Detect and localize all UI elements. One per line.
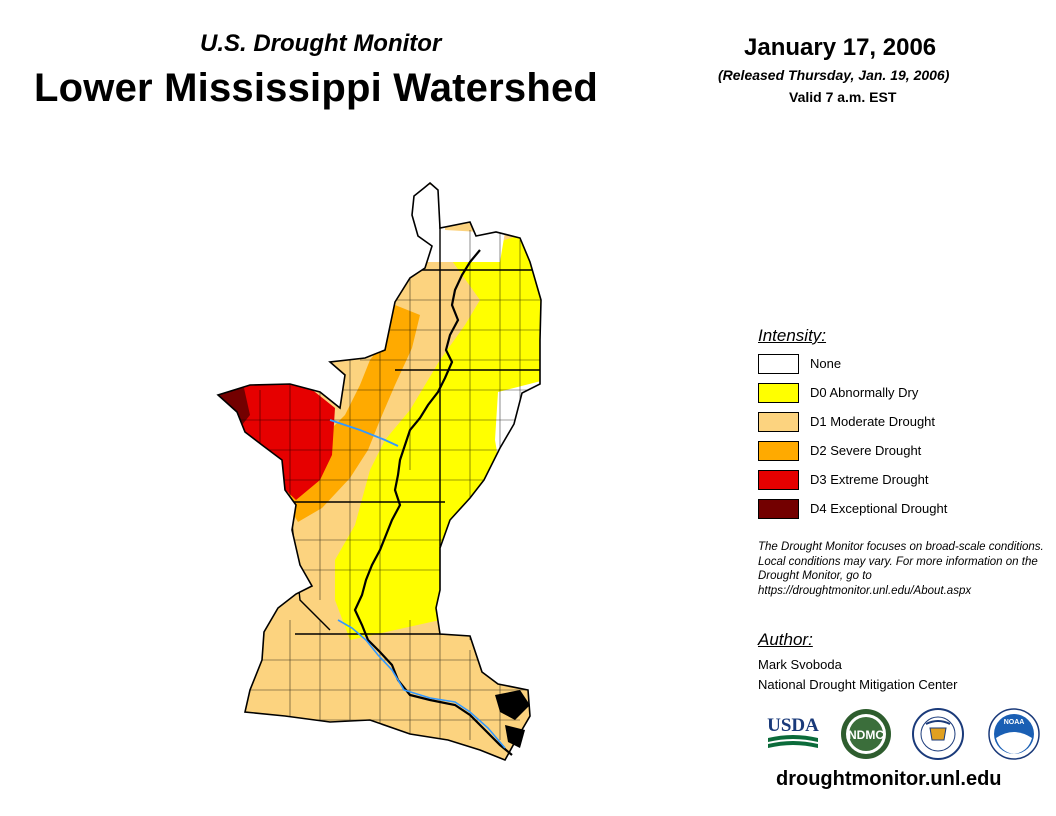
doc-seal-icon bbox=[912, 708, 964, 760]
release-date: (Released Thursday, Jan. 19, 2006) bbox=[718, 67, 950, 83]
drought-areas bbox=[218, 183, 541, 760]
legend-swatch bbox=[758, 470, 799, 490]
legend-label: D0 Abnormally Dry bbox=[810, 385, 919, 400]
red-atchafalaya-river bbox=[337, 619, 506, 749]
legend-swatch bbox=[758, 354, 799, 374]
ndmc-logo-text: NDMC bbox=[848, 728, 884, 742]
delta-islands bbox=[495, 690, 530, 748]
legend-label: D3 Extreme Drought bbox=[810, 472, 929, 487]
map-date: January 17, 2006 bbox=[744, 34, 937, 61]
author-name: Mark Svoboda bbox=[758, 657, 842, 672]
legend-swatch bbox=[758, 412, 799, 432]
author-org: National Drought Mitigation Center bbox=[758, 677, 958, 692]
disclaimer-text: The Drought Monitor focuses on broad-sca… bbox=[758, 541, 1044, 597]
legend-label: D2 Severe Drought bbox=[810, 443, 922, 458]
legend-label: D4 Exceptional Drought bbox=[810, 501, 948, 516]
none-area-north bbox=[410, 185, 505, 262]
watershed-outline bbox=[216, 181, 542, 762]
map-subtitle: U.S. Drought Monitor bbox=[200, 30, 442, 57]
legend-swatch bbox=[758, 441, 799, 461]
mississippi-river bbox=[353, 249, 513, 756]
legend-swatch bbox=[758, 383, 799, 403]
drought-map bbox=[216, 181, 542, 762]
legend-label: None bbox=[810, 356, 842, 371]
legend-title: Intensity: bbox=[758, 326, 827, 345]
author-title: Author: bbox=[758, 630, 813, 649]
website-link[interactable]: droughtmonitor.unl.edu bbox=[776, 768, 1002, 790]
legend-label: D1 Moderate Drought bbox=[810, 414, 936, 429]
ndmc-logo: NDMC bbox=[841, 709, 891, 759]
arkansas-river bbox=[329, 419, 399, 447]
valid-time: Valid 7 a.m. EST bbox=[789, 89, 897, 105]
noaa-logo: NOAA bbox=[988, 708, 1040, 760]
usda-logo: USDA bbox=[767, 715, 819, 748]
usda-logo-text: USDA bbox=[767, 715, 819, 736]
map-title: Lower Mississippi Watershed bbox=[34, 66, 599, 110]
legend-swatch bbox=[758, 499, 799, 519]
noaa-logo-text: NOAA bbox=[1004, 719, 1025, 726]
